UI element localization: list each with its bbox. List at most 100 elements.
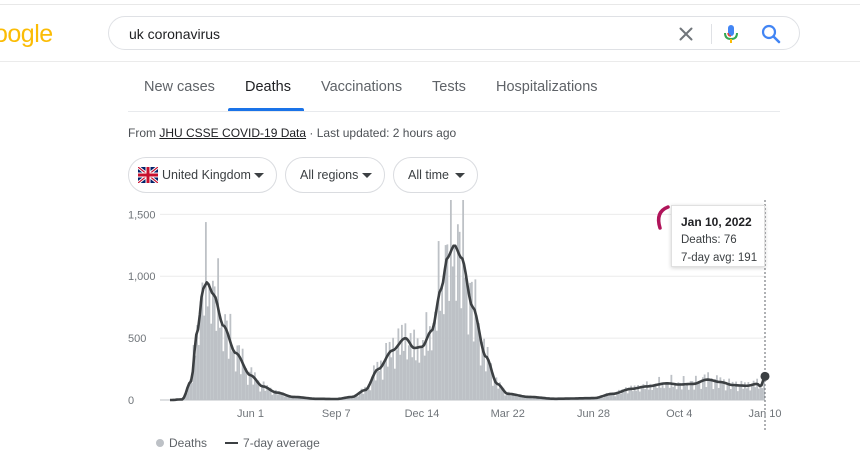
deaths-bar <box>733 386 736 400</box>
deaths-bar <box>413 329 416 400</box>
deaths-bar <box>479 365 482 400</box>
deaths-bar <box>297 397 300 400</box>
deaths-bar <box>360 388 363 400</box>
bar-legend-swatch <box>156 439 164 447</box>
search-button[interactable] <box>759 22 783 46</box>
deaths-bar <box>189 379 192 400</box>
deaths-bar <box>686 384 689 400</box>
deaths-bar <box>441 285 444 400</box>
deaths-bar <box>687 389 690 400</box>
deaths-bar <box>292 397 295 400</box>
y-tick-label: 0 <box>128 395 134 407</box>
voice-search-button[interactable] <box>719 22 743 46</box>
deaths-bar <box>672 386 675 400</box>
deaths-bar <box>295 397 298 400</box>
deaths-bar <box>722 379 725 400</box>
deaths-bar <box>477 323 480 400</box>
deaths-bar <box>689 380 692 400</box>
deaths-bar <box>726 383 729 400</box>
deaths-bar <box>266 385 269 400</box>
deaths-bar <box>465 277 468 400</box>
deaths-bar <box>589 398 592 400</box>
deaths-bar <box>404 323 407 400</box>
deaths-bar <box>666 382 669 400</box>
tooltip-avg-label: 7-day avg: <box>681 252 738 264</box>
deaths-bar <box>502 387 505 400</box>
deaths-bar <box>400 324 403 400</box>
country-dropdown[interactable]: United Kingdom <box>128 157 277 193</box>
deaths-bar <box>476 322 479 400</box>
deaths-bar <box>390 357 393 400</box>
deaths-bar <box>378 371 381 400</box>
google-logo[interactable]: oogle <box>0 20 53 49</box>
deaths-bar <box>245 368 248 400</box>
deaths-bar <box>397 328 400 400</box>
deaths-bar <box>246 384 249 400</box>
deaths-bar <box>388 341 391 400</box>
deaths-bar <box>624 387 627 400</box>
deaths-bar <box>369 390 372 400</box>
deaths-bar <box>598 397 601 400</box>
deaths-bar <box>747 382 750 400</box>
deaths-bar <box>201 282 204 400</box>
caret-down-icon <box>254 173 264 178</box>
y-tick-label: 500 <box>128 333 146 345</box>
deaths-bar <box>283 396 286 400</box>
deaths-bar <box>276 394 279 400</box>
deaths-bar <box>470 281 473 400</box>
deaths-bar <box>281 392 284 400</box>
deaths-bar <box>288 397 291 400</box>
deaths-bar <box>677 382 680 400</box>
deaths-bar <box>647 389 650 400</box>
data-source-line: From JHU CSSE COVID-19 Data · Last updat… <box>128 126 456 140</box>
deaths-bar <box>371 376 374 400</box>
deaths-bar <box>222 351 225 400</box>
deaths-bar <box>203 315 206 400</box>
deaths-bar <box>444 245 447 400</box>
deaths-bar <box>365 389 368 400</box>
deaths-bar <box>211 280 214 400</box>
tab-new-cases[interactable]: New cases <box>144 79 215 95</box>
deaths-bar <box>227 358 230 400</box>
deaths-bar <box>379 360 382 400</box>
deaths-bar <box>504 395 507 400</box>
deaths-bar <box>742 388 745 400</box>
deaths-bar <box>449 200 452 400</box>
deaths-bar <box>619 393 622 400</box>
deaths-bar <box>257 380 260 400</box>
close-icon <box>679 27 693 41</box>
source-prefix: From <box>128 126 160 140</box>
tab-hospitalizations[interactable]: Hospitalizations <box>496 79 598 95</box>
search-input[interactable] <box>129 24 649 44</box>
deaths-bar <box>204 222 207 400</box>
tooltip-avg-value: 191 <box>737 252 758 264</box>
deaths-bar <box>708 380 711 400</box>
deaths-bar <box>707 372 710 400</box>
deaths-bar <box>434 311 437 400</box>
deaths-bar <box>374 380 377 400</box>
deaths-bar <box>264 390 267 400</box>
source-link[interactable]: JHU CSSE COVID-19 Data <box>159 126 307 140</box>
search-icon <box>761 24 781 44</box>
active-tab-indicator <box>228 108 304 111</box>
deaths-bar <box>712 389 715 400</box>
tab-vaccinations[interactable]: Vaccinations <box>321 79 403 95</box>
clear-search-button[interactable] <box>675 23 697 45</box>
deaths-bar <box>507 391 510 400</box>
tab-tests[interactable]: Tests <box>432 79 466 95</box>
deaths-bar <box>234 371 237 400</box>
deaths-bar <box>364 386 367 400</box>
deaths-bar <box>649 383 652 400</box>
deaths-bar <box>749 390 752 400</box>
logo-text: oogle <box>0 20 53 48</box>
deaths-bar <box>661 382 664 400</box>
deaths-bar <box>721 383 724 400</box>
region-dropdown[interactable]: All regions <box>285 157 385 193</box>
tooltip-average: 7-day avg: 191 <box>681 248 764 266</box>
time-range-dropdown[interactable]: All time <box>393 157 478 193</box>
deaths-bar <box>738 386 741 400</box>
deaths-bar <box>185 393 188 400</box>
deaths-bar <box>259 391 262 400</box>
tab-deaths[interactable]: Deaths <box>245 79 291 95</box>
